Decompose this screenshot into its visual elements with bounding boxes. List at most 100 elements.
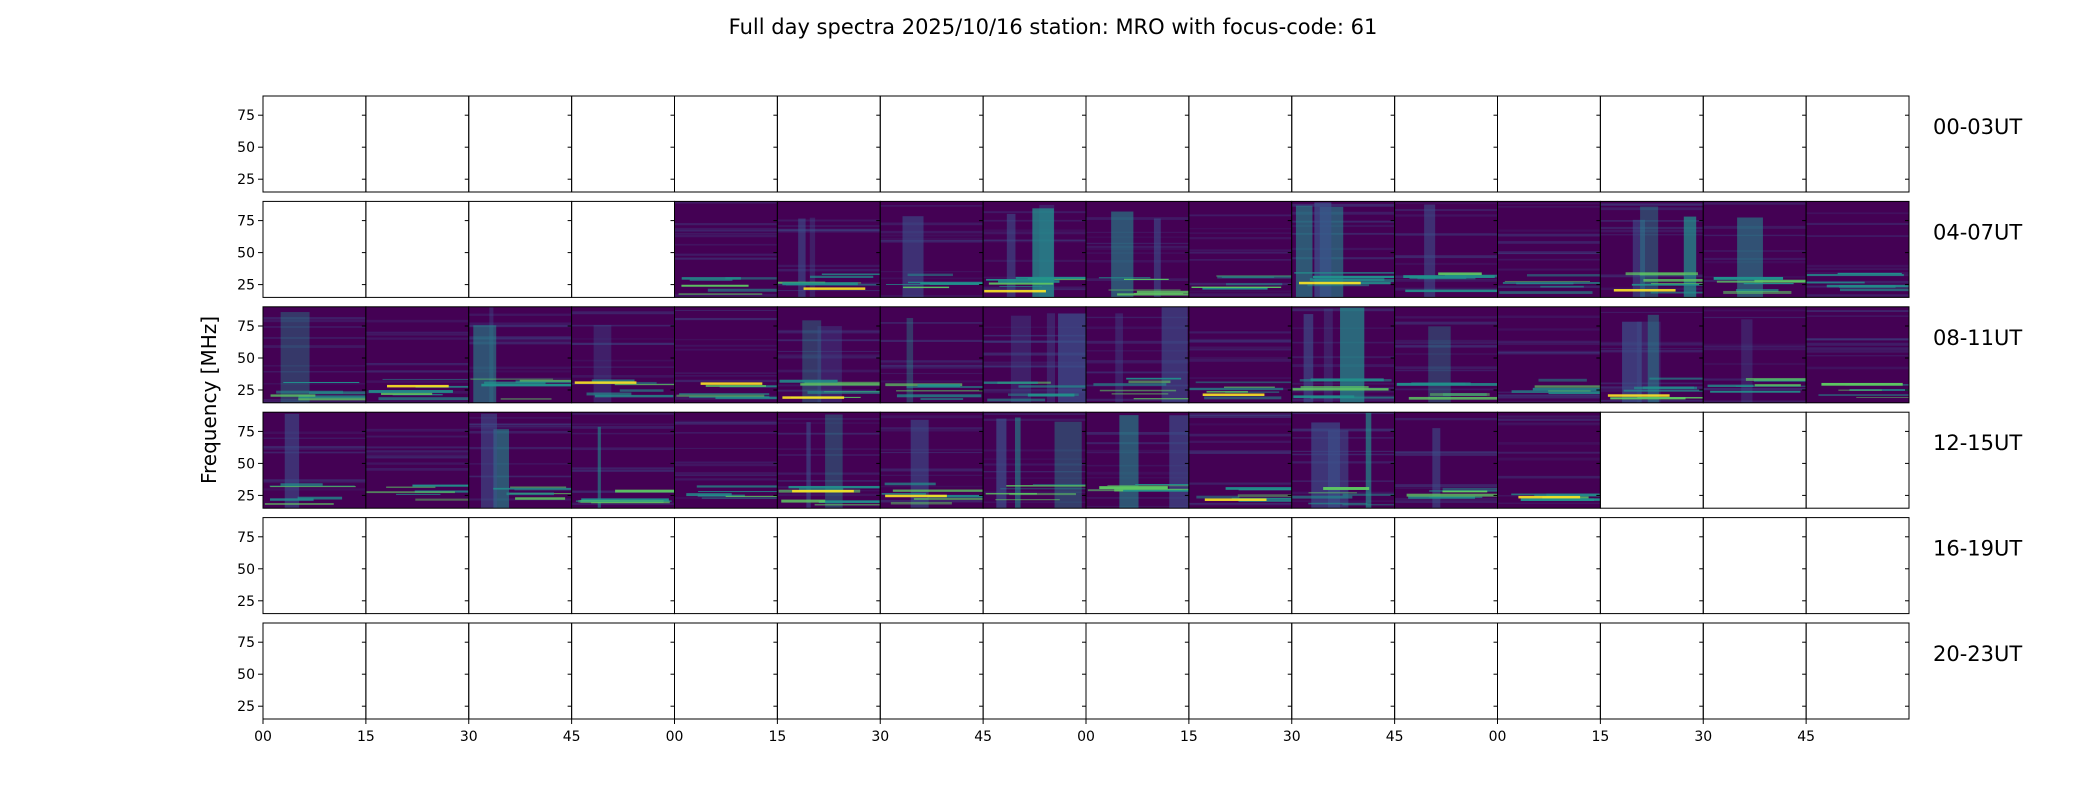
panel-frame <box>1085 95 1190 193</box>
noise-band <box>1086 398 1189 402</box>
spectrum-panel <box>1497 306 1601 404</box>
spectrogram-background <box>880 306 984 403</box>
rfi-line <box>1818 394 1909 396</box>
noise-band <box>571 470 675 472</box>
spectrum-panel <box>1188 411 1293 509</box>
panel-frame <box>262 95 367 193</box>
rfi-line <box>1099 389 1177 392</box>
rfi-line <box>1538 378 1587 382</box>
noise-band <box>674 421 778 425</box>
rfi-line <box>1405 289 1498 293</box>
noise-band <box>777 219 881 222</box>
broadband-burst <box>473 325 497 403</box>
noise-band <box>1394 369 1498 372</box>
rfi-line <box>890 501 952 505</box>
noise-band <box>1600 287 1704 291</box>
noise-band <box>674 348 778 351</box>
rfi-line <box>1417 276 1476 280</box>
rfi-line <box>1821 382 1903 386</box>
row-12-15UT: 25 50 75 12-15UT <box>237 411 2022 509</box>
noise-band <box>1497 502 1601 505</box>
noise-band <box>1703 345 1807 348</box>
noise-band <box>1394 255 1498 259</box>
panel-frame <box>1394 517 1498 615</box>
spectrogram-background <box>1806 306 1909 403</box>
noise-band <box>1188 482 1292 485</box>
panel-frame <box>776 95 881 193</box>
spectrum-panel <box>571 306 675 404</box>
rfi-line <box>1532 387 1601 391</box>
x-tick-label: 45 <box>563 729 581 745</box>
spectrogram <box>1806 201 1909 298</box>
spectrogram <box>983 306 1086 403</box>
spectrum-panel <box>1085 306 1190 404</box>
noise-band <box>1600 349 1704 353</box>
noise-band <box>1188 249 1292 251</box>
bright-rfi-line <box>803 287 866 290</box>
panel-frame <box>674 517 778 615</box>
rfi-line <box>1323 487 1370 490</box>
spectrum-panel <box>674 306 778 404</box>
noise-band <box>571 467 675 469</box>
noise-band <box>365 468 469 471</box>
noise-band <box>468 370 572 373</box>
rfi-line <box>998 280 1060 283</box>
noise-band <box>571 425 675 429</box>
noise-band <box>1497 328 1601 331</box>
panel-frame <box>1291 517 1396 615</box>
rfi-line <box>725 277 778 280</box>
spectrum-panel <box>982 622 1087 720</box>
rfi-line <box>1403 275 1495 278</box>
panel-frame <box>776 622 881 720</box>
noise-band <box>777 228 881 231</box>
rfi-line <box>1342 504 1395 506</box>
spectrum-panel <box>262 517 367 615</box>
spectrum-panel <box>1394 306 1498 404</box>
spectrum-panel <box>1394 622 1498 720</box>
panel-frame <box>468 200 573 298</box>
noise-band <box>571 343 675 345</box>
noise-band <box>263 445 366 448</box>
noise-band <box>1806 366 1909 370</box>
broadband-burst <box>1006 213 1016 298</box>
spectrogram <box>1600 306 1704 403</box>
rfi-line <box>1312 279 1395 283</box>
noise-band <box>468 423 572 425</box>
panel-frame <box>1497 517 1601 615</box>
rfi-line <box>913 498 983 500</box>
broadband-burst <box>1647 314 1659 403</box>
panel-frame <box>1291 95 1396 193</box>
spectrogram <box>674 412 778 509</box>
noise-band <box>1497 451 1601 454</box>
spectrum-panel <box>1085 622 1190 720</box>
y-tick-label: 50 <box>237 351 255 367</box>
noise-band <box>777 354 881 357</box>
rfi-line <box>881 492 926 495</box>
noise-band <box>983 365 1086 368</box>
rfi-line <box>1206 391 1248 393</box>
spectrogram-background <box>880 412 984 509</box>
noise-band <box>1497 340 1601 344</box>
spectrum-panel <box>571 411 675 509</box>
noise-band <box>880 372 984 375</box>
rfi-line <box>1292 388 1389 391</box>
noise-band <box>1086 316 1189 319</box>
noise-band <box>1703 343 1807 345</box>
noise-band <box>365 435 469 438</box>
noise-band <box>365 446 469 449</box>
noise-band <box>983 501 1086 504</box>
rfi-line <box>701 497 778 499</box>
y-tick-label: 25 <box>237 699 255 715</box>
noise-band <box>880 380 984 383</box>
noise-band <box>468 426 572 429</box>
noise-band <box>1188 290 1292 293</box>
broadband-burst <box>1323 308 1333 403</box>
rfi-line <box>725 495 778 497</box>
rfi-line <box>510 486 567 489</box>
rfi-line <box>470 378 554 380</box>
broadband-burst <box>1161 306 1188 403</box>
panel-frame <box>1599 411 1704 509</box>
noise-band <box>263 479 366 481</box>
row-08-11UT: 25 50 75 08-11UT <box>237 306 2022 404</box>
x-tick-label: 15 <box>357 729 375 745</box>
